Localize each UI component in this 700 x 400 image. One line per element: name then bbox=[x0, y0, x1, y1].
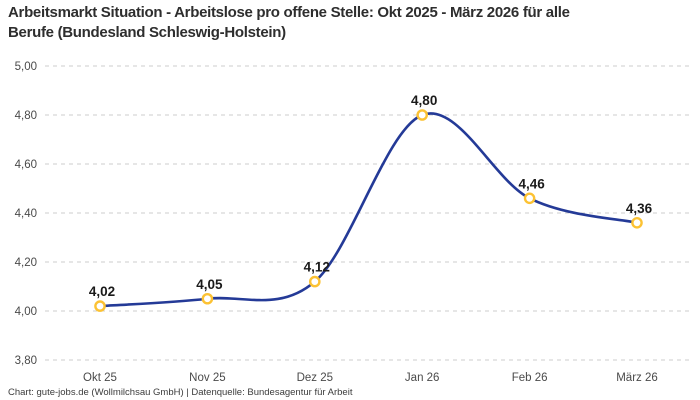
data-point-label: 4,02 bbox=[89, 284, 115, 299]
data-point-label: 4,36 bbox=[626, 201, 653, 216]
data-point-marker bbox=[416, 109, 429, 121]
y-axis-tick-label: 5,00 bbox=[15, 61, 37, 73]
chart-title: Arbeitsmarkt Situation - Arbeitslose pro… bbox=[8, 3, 668, 42]
series-line bbox=[98, 112, 639, 308]
data-point-marker bbox=[201, 292, 214, 305]
y-axis-tick-label: 4,60 bbox=[15, 159, 37, 171]
data-point-marker bbox=[94, 300, 106, 312]
x-axis-label: Feb 26 bbox=[512, 372, 548, 384]
data-point-label: 4,46 bbox=[518, 176, 545, 191]
chart-title-line1: Arbeitsmarkt Situation - Arbeitslose pro… bbox=[8, 4, 570, 21]
x-axis-label: Okt 25 bbox=[83, 372, 117, 384]
chart-attribution: Chart: gute-jobs.de (Wollmilchsau GmbH) … bbox=[8, 387, 353, 398]
data-point-label: 4,80 bbox=[411, 93, 437, 108]
data-point-label: 4,05 bbox=[196, 277, 223, 292]
chart-title-line2: Berufe (Bundesland Schleswig-Holstein) bbox=[8, 23, 286, 41]
y-axis-tick-label: 3,80 bbox=[15, 355, 37, 367]
x-axis-label: März 26 bbox=[616, 372, 658, 384]
data-point-marker bbox=[308, 275, 321, 288]
data-point-label: 4,12 bbox=[304, 260, 330, 275]
y-axis-tick-label: 4,80 bbox=[15, 110, 37, 122]
y-axis-tick-label: 4,00 bbox=[15, 306, 37, 318]
x-axis-label: Nov 25 bbox=[189, 372, 225, 384]
x-axis-label: Jan 26 bbox=[405, 372, 440, 384]
x-axis-label: Dez 25 bbox=[297, 372, 333, 384]
y-axis-tick-label: 4,20 bbox=[15, 257, 37, 269]
data-point-marker bbox=[631, 216, 643, 229]
y-axis-tick-label: 4,40 bbox=[15, 208, 37, 220]
data-point-marker bbox=[523, 192, 536, 205]
